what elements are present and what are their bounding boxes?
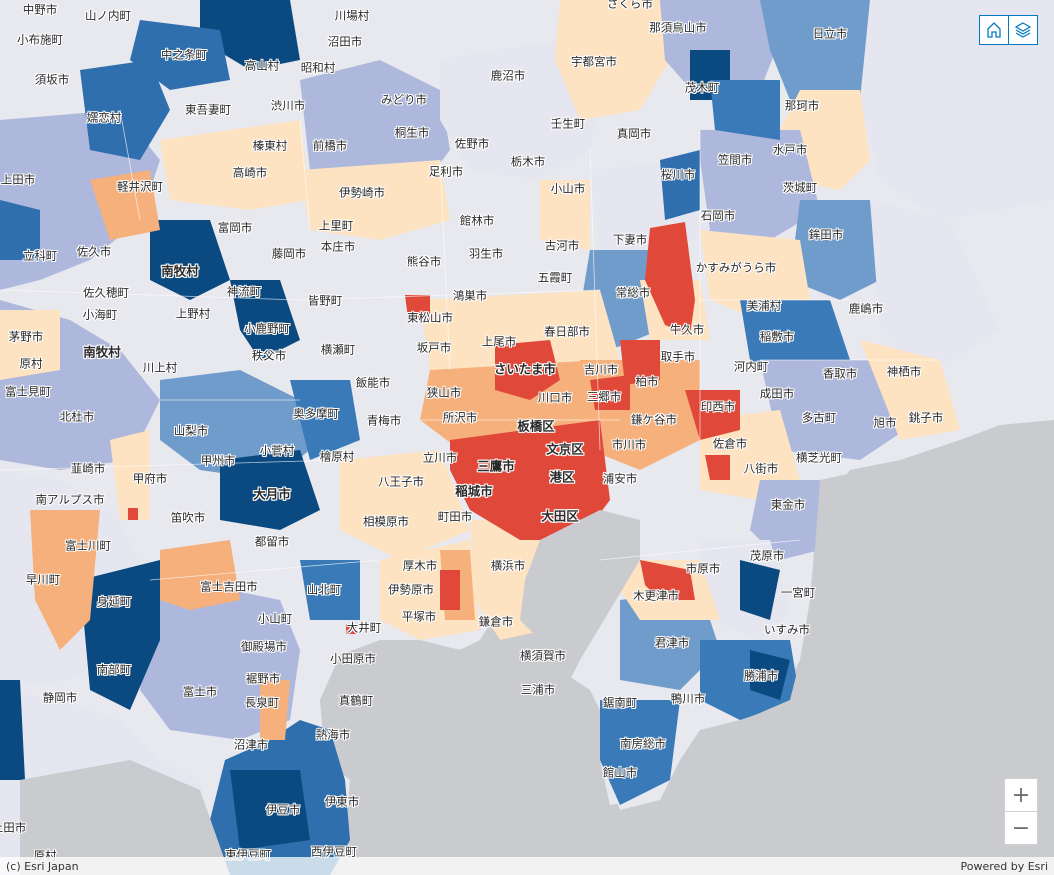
region-patch <box>260 680 290 740</box>
region-patch <box>420 290 620 380</box>
region-patch <box>660 150 700 220</box>
home-button[interactable] <box>980 16 1008 44</box>
region-patch <box>150 220 230 300</box>
region-patch <box>230 770 310 850</box>
region-patch <box>555 0 670 120</box>
region-patch <box>110 430 150 520</box>
region-patch <box>80 60 170 160</box>
region-patch <box>870 200 1000 380</box>
region-patch <box>220 450 320 530</box>
region-patch <box>685 390 740 440</box>
region-patch <box>740 560 780 620</box>
region-patch <box>130 20 230 90</box>
pacific-ocean <box>650 430 1054 875</box>
region-patch <box>290 380 360 460</box>
region-patch <box>200 0 300 70</box>
region-patch <box>600 700 680 805</box>
sagami-bay <box>340 640 545 740</box>
region-patch <box>346 624 356 634</box>
map-top-controls <box>979 15 1038 45</box>
tokyo-bay <box>520 510 640 700</box>
layers-button[interactable] <box>1008 16 1037 44</box>
region-patch <box>0 680 25 780</box>
region-patch <box>640 560 695 600</box>
region-patch <box>300 560 360 620</box>
region-patch <box>645 222 695 335</box>
region-patch <box>0 200 40 260</box>
region-patch <box>30 510 100 650</box>
zoom-in-button[interactable]: + <box>1011 782 1031 808</box>
region-patch <box>700 130 820 240</box>
region-patch <box>590 375 630 410</box>
attribution-bar: (c) Esri Japan Powered by Esri <box>0 857 1054 875</box>
home-icon <box>987 22 1001 38</box>
region-patch <box>620 340 660 385</box>
attribution-right[interactable]: Powered by Esri <box>960 859 1048 873</box>
suruga-bay <box>20 760 230 875</box>
region-patch <box>80 560 160 710</box>
region-patch <box>750 650 790 700</box>
region-patch <box>230 280 300 360</box>
boundary-lines <box>0 109 940 581</box>
zoom-control: + − <box>1004 778 1038 845</box>
region-patch <box>495 340 560 400</box>
region-patch <box>790 200 880 300</box>
region-patch <box>300 160 450 240</box>
attribution-left: (c) Esri Japan <box>6 859 79 873</box>
region-patch <box>128 508 138 520</box>
region-patch <box>340 450 470 560</box>
region-patch <box>0 310 60 380</box>
region-patch <box>760 0 880 100</box>
layers-icon <box>1014 22 1032 38</box>
region-patch <box>860 0 1054 220</box>
region-patch <box>450 420 610 540</box>
region-patch <box>160 540 240 610</box>
region-patch <box>700 230 810 320</box>
region-patch <box>440 570 460 610</box>
region-patch <box>710 80 780 140</box>
region-patch <box>160 120 310 210</box>
region-patch <box>860 340 960 440</box>
region-patch <box>160 370 310 480</box>
region-patch <box>405 295 430 320</box>
region-patch <box>440 40 600 180</box>
region-patch <box>90 170 160 240</box>
region-patch <box>540 180 590 250</box>
zoom-out-button[interactable]: − <box>1005 811 1037 844</box>
region-patch <box>705 455 730 480</box>
